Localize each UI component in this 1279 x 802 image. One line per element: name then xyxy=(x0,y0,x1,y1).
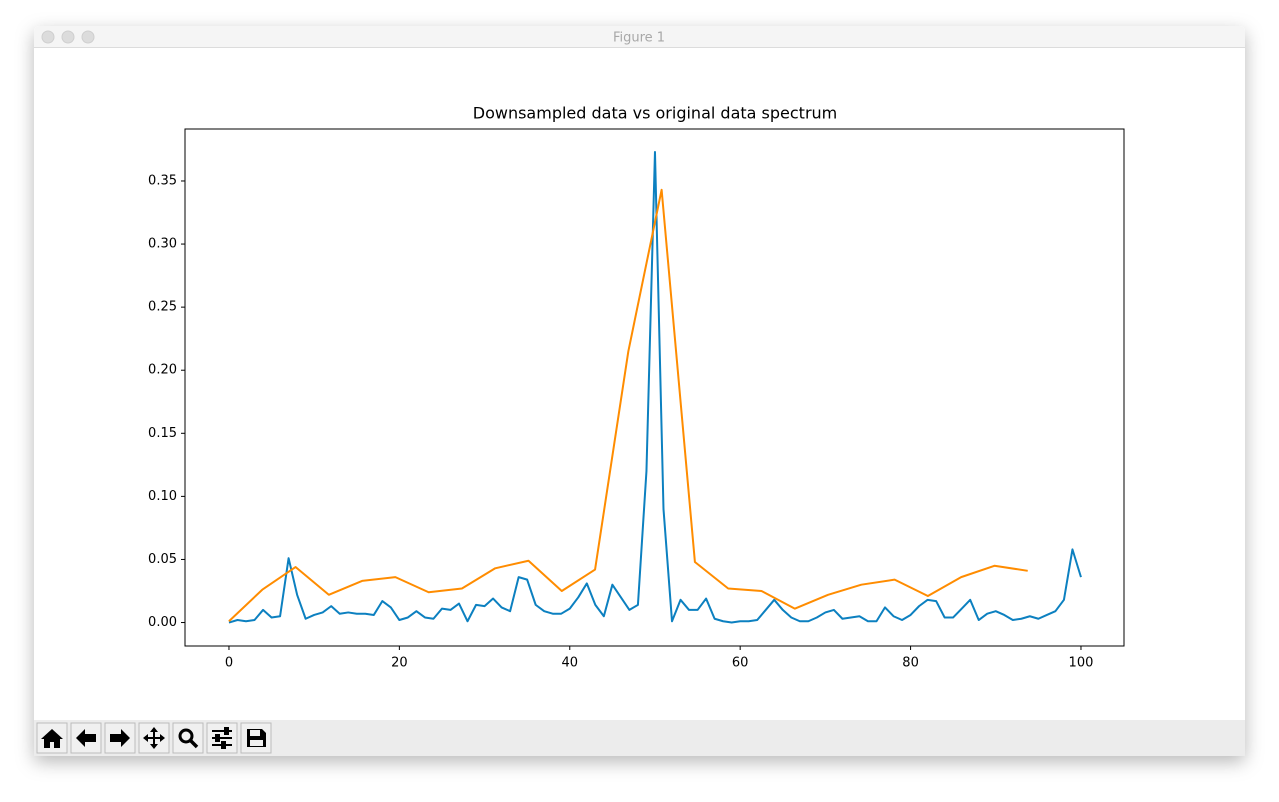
line-series xyxy=(228,150,1082,624)
y-tick-label: 0.35 xyxy=(148,173,177,188)
configure-icon xyxy=(212,727,232,749)
save-icon xyxy=(247,729,266,747)
x-tick-label: 20 xyxy=(391,656,408,671)
zoom-button[interactable] xyxy=(81,30,95,44)
minimize-button[interactable] xyxy=(61,30,75,44)
chart-title: Downsampled data vs original data spectr… xyxy=(473,104,838,123)
zoom-tool-button[interactable] xyxy=(172,722,204,754)
plot-area: Downsampled data vs original data spectr… xyxy=(148,104,1125,671)
x-tick-label: 100 xyxy=(1069,656,1094,671)
x-tick-label: 0 xyxy=(225,656,233,671)
x-tick-label: 60 xyxy=(732,656,749,671)
x-tick-label: 80 xyxy=(902,656,919,671)
x-tick-label: 40 xyxy=(561,656,578,671)
y-tick-label: 0.20 xyxy=(148,363,177,378)
window xyxy=(34,26,1245,756)
y-tick-label: 0.30 xyxy=(148,237,177,252)
back-icon xyxy=(76,729,96,747)
zoom-icon xyxy=(178,728,194,744)
home-icon xyxy=(41,729,63,748)
close-button[interactable] xyxy=(41,30,55,44)
y-tick-label: 0.00 xyxy=(148,615,177,630)
zoom-icon-handle xyxy=(188,738,199,749)
y-tick-label: 0.25 xyxy=(148,300,177,315)
window-title: Figure 1 xyxy=(613,31,665,46)
toolbar-buttons xyxy=(36,722,272,754)
pan-icon xyxy=(143,727,165,749)
title-bar xyxy=(34,26,1245,47)
y-tick-label: 0.10 xyxy=(148,489,177,504)
y-tick-label: 0.15 xyxy=(148,426,177,441)
axes-frame xyxy=(184,128,1125,647)
forward-icon xyxy=(110,729,130,747)
y-tick-label: 0.05 xyxy=(148,552,177,567)
line-series xyxy=(228,188,1028,622)
